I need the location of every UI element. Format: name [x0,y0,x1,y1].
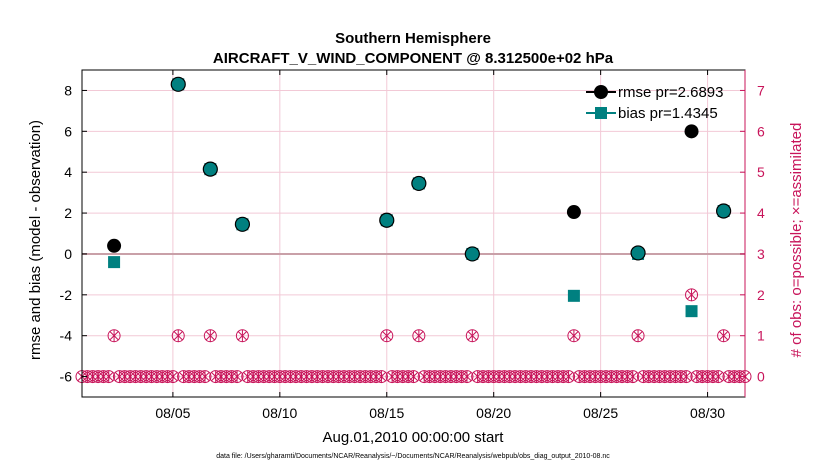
obs-count-markers [75,288,752,384]
x-tick-label: 08/10 [262,405,297,421]
legend-rmse-label: rmse pr=2.6893 [618,84,723,101]
x-axis-label: Aug.01,2010 00:00:00 start [323,429,505,446]
y-tick-label: 4 [64,164,72,180]
right-tick-label: 2 [757,287,765,303]
rmse-point [107,238,122,253]
x-tick-label: 08/20 [476,405,511,421]
x-tick-label: 08/30 [690,405,725,421]
y-tick-label: 6 [64,123,72,139]
right-tick-label: 1 [757,328,765,344]
y-tick-label: 2 [64,205,72,221]
chart-subtitle: AIRCRAFT_V_WIND_COMPONENT @ 8.312500e+02… [213,50,614,67]
legend-bias-marker [595,107,607,119]
right-tick-label: 6 [757,123,765,139]
bias-point [567,289,580,302]
rmse-point [566,205,581,220]
x-axis-ticks: 08/05 08/10 08/15 08/20 08/25 08/30 [155,70,725,421]
x-tick-label: 08/15 [369,405,404,421]
y-tick-label: 0 [64,246,72,262]
rmse-point [684,124,699,139]
rmse-bias-overlap-point [202,161,218,177]
right-tick-label: 3 [757,246,765,262]
y-axis-label: rmse and bias (model - observation) [27,120,44,360]
data-file-note: data file: /Users/gharamti/Documents/NCA… [216,453,610,460]
y-tick-label: -2 [60,287,73,303]
legend-bias-label: bias pr=1.4345 [618,105,718,122]
right-tick-label: 5 [757,164,765,180]
y-tick-label: -6 [60,369,73,385]
rmse-bias-overlap-point [234,216,251,232]
series-markers [107,76,732,318]
rmse-bias-overlap-point [411,175,427,192]
y-tick-label: 8 [64,82,72,98]
y-tick-label: -4 [60,328,73,344]
legend: rmse pr=2.6893 bias pr=1.4345 [586,84,723,122]
rmse-bias-overlap-point [170,76,186,92]
right-tick-label: 7 [757,82,765,98]
right-tick-label: 0 [757,369,765,385]
x-tick-label: 08/25 [583,405,618,421]
rmse-bias-overlap-point [716,203,732,219]
x-tick-label: 08/05 [155,405,190,421]
chart-title: Southern Hemisphere [335,30,491,47]
legend-rmse-marker [594,85,608,99]
rmse-bias-overlap-point [630,245,646,261]
rmse-bias-overlap-point [379,212,395,228]
right-tick-label: 4 [757,205,765,221]
bias-point [108,256,121,269]
y-axis-ticks: -6 -4 -2 0 2 4 6 8 [60,82,87,385]
right-axis-ticks: 0 1 2 3 4 5 6 7 [740,70,765,397]
bias-point [685,305,698,318]
right-axis-label: # of obs: o=possible; ×=assimilated [788,123,805,358]
rmse-bias-overlap-point [464,246,480,262]
